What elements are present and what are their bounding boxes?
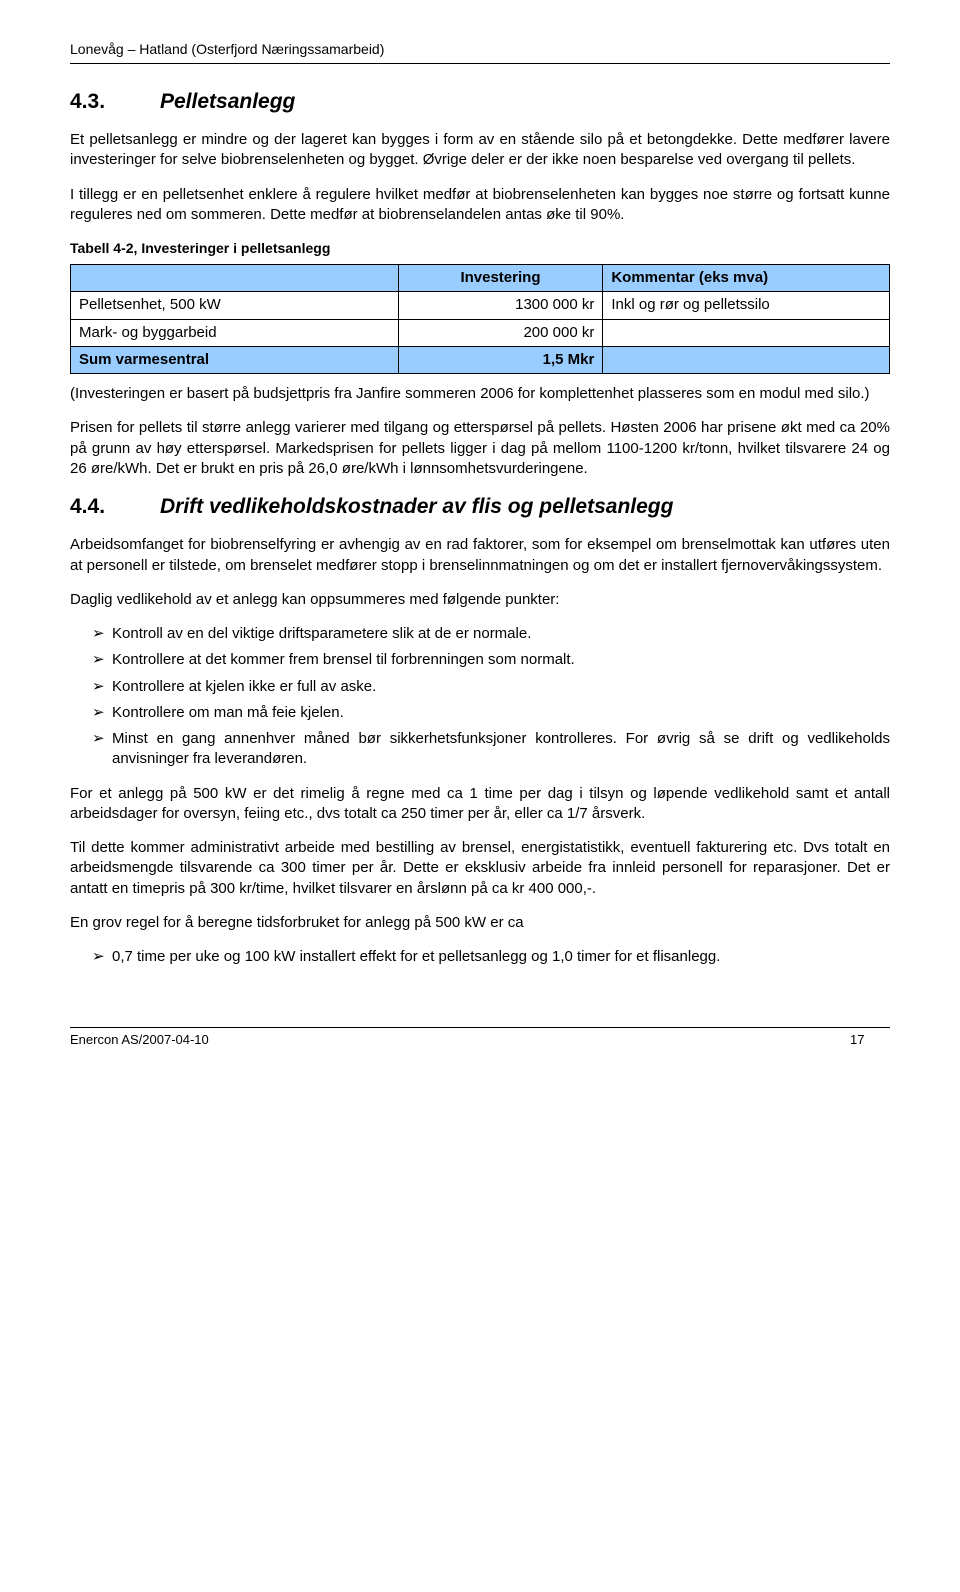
table-investeringer: Investering Kommentar (eks mva) Pelletse…: [70, 264, 890, 374]
footer-page-number: 17: [850, 1031, 890, 1049]
heading-4-4: 4.4.Drift vedlikeholdskostnader av flis …: [70, 493, 890, 521]
paragraph: En grov regel for å beregne tidsforbruke…: [70, 913, 890, 933]
table-cell: 1,5 Mkr: [398, 346, 603, 373]
page-header: Lonevåg – Hatland (Osterfjord Næringssam…: [70, 40, 890, 59]
bullet-list: 0,7 time per uke og 100 kW installert ef…: [70, 947, 890, 967]
table-sum-row: Sum varmesentral 1,5 Mkr: [71, 346, 890, 373]
table-cell: Pelletsenhet, 500 kW: [71, 292, 399, 319]
paragraph: I tillegg er en pelletsenhet enklere å r…: [70, 185, 890, 226]
header-rule: [70, 63, 890, 64]
table-cell: [603, 319, 890, 346]
list-item: Kontroll av en del viktige driftsparamet…: [70, 624, 890, 644]
list-item: 0,7 time per uke og 100 kW installert ef…: [70, 947, 890, 967]
list-item: Kontrollere at kjelen ikke er full av as…: [70, 677, 890, 697]
table-row: Mark- og byggarbeid 200 000 kr: [71, 319, 890, 346]
paragraph: Et pelletsanlegg er mindre og der lagere…: [70, 130, 890, 171]
paragraph: Arbeidsomfanget for biobrenselfyring er …: [70, 535, 890, 576]
paragraph: Til dette kommer administrativt arbeide …: [70, 838, 890, 899]
table-header-cell: Investering: [398, 265, 603, 292]
list-item: Minst en gang annenhver måned bør sikker…: [70, 729, 890, 770]
table-cell: Inkl og rør og pelletssilo: [603, 292, 890, 319]
paragraph: Daglig vedlikehold av et anlegg kan opps…: [70, 590, 890, 610]
table-cell: Mark- og byggarbeid: [71, 319, 399, 346]
table-header-cell: [71, 265, 399, 292]
table-cell: [603, 346, 890, 373]
table-cell: 200 000 kr: [398, 319, 603, 346]
table-caption: Tabell 4-2, Investeringer i pelletsanleg…: [70, 239, 890, 258]
paragraph: Prisen for pellets til større anlegg var…: [70, 418, 890, 479]
bullet-list: Kontroll av en del viktige driftsparamet…: [70, 624, 890, 770]
paragraph: (Investeringen er basert på budsjettpris…: [70, 384, 890, 404]
footer-rule: [70, 1027, 890, 1028]
heading-text: Drift vedlikeholdskostnader av flis og p…: [160, 495, 673, 518]
heading-number: 4.4.: [70, 493, 160, 521]
table-header-cell: Kommentar (eks mva): [603, 265, 890, 292]
list-item: Kontrollere om man må feie kjelen.: [70, 703, 890, 723]
heading-number: 4.3.: [70, 88, 160, 116]
footer-left: Enercon AS/2007-04-10: [70, 1031, 850, 1049]
heading-4-3: 4.3.Pelletsanlegg: [70, 88, 890, 116]
page-footer: Enercon AS/2007-04-10 17: [70, 1027, 890, 1049]
table-cell: 1300 000 kr: [398, 292, 603, 319]
heading-text: Pelletsanlegg: [160, 90, 295, 113]
table-row: Pelletsenhet, 500 kW 1300 000 kr Inkl og…: [71, 292, 890, 319]
table-header-row: Investering Kommentar (eks mva): [71, 265, 890, 292]
list-item: Kontrollere at det kommer frem brensel t…: [70, 650, 890, 670]
table-cell: Sum varmesentral: [71, 346, 399, 373]
paragraph: For et anlegg på 500 kW er det rimelig å…: [70, 784, 890, 825]
